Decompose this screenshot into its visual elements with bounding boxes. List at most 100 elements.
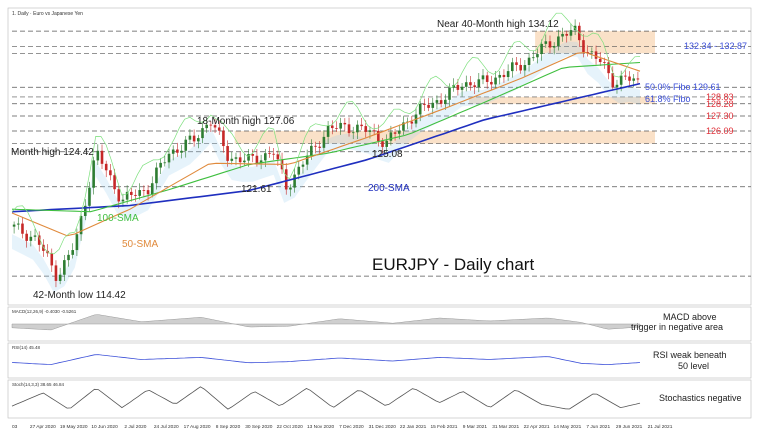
candle-body-65 [284,169,288,190]
candle-body-48 [213,125,217,128]
candle-body-106 [456,84,460,90]
candle-body-62 [272,153,275,155]
x-tick-9: 22 Oct 2020 [277,424,303,430]
candle-body-37 [167,153,171,163]
candle-body-10 [54,265,58,281]
candle-body-78 [339,122,342,129]
stoch-params: Stoch(14,3,3) 38.65 46.84 [12,382,65,387]
macd-histogram [11,314,641,331]
candle-body-91 [393,132,397,134]
candle-body-133 [569,30,573,36]
x-tick-6: 17 Aug 2020 [184,424,211,430]
low-42m-label: 42-Month low 114.42 [33,290,126,301]
candle-body-61 [268,153,271,154]
candle-body-74 [322,136,326,148]
candle-body-136 [582,40,585,52]
candle-body-114 [490,81,493,85]
candle-body-103 [444,99,447,104]
macd-params: MACD(12,26,9) -0.4030 -0.5261 [12,309,77,314]
candle-body-89 [385,140,389,147]
candle-body-77 [335,128,338,129]
candle-body-143 [611,73,615,88]
x-tick-2: 19 May 2020 [60,424,88,430]
candle-body-46 [205,124,208,129]
100-sma-line [11,61,641,213]
candle-body-81 [351,132,355,134]
macd-note: MACD above trigger in negative area [631,312,723,332]
candle-body-140 [598,58,602,63]
candle-body-121 [519,64,522,71]
candle-body-13 [67,254,70,261]
candle-body-70 [305,155,309,165]
candle-body-29 [134,194,137,196]
ichimoku-cloud [12,41,640,293]
candle-body-111 [477,79,481,88]
candle-body-56 [247,154,250,161]
candle-body-3 [25,233,28,241]
candle-body-93 [402,122,405,131]
x-tick-8: 30 Sep 2020 [245,424,273,430]
x-tick-0: 03 [12,424,18,430]
candle-body-84 [364,126,368,132]
candle-body-63 [276,154,280,160]
candle-body-30 [138,190,141,196]
candle-body-144 [615,84,619,88]
level-label-0: 128.83 [706,92,734,102]
candle-body-68 [297,166,301,175]
candle-body-104 [448,87,451,100]
candle-body-9 [50,253,54,266]
candle-body-90 [389,132,393,141]
candle-body-138 [590,51,594,53]
candle-body-128 [548,41,552,48]
macd-note-line2: trigger in negative area [631,322,723,332]
candle-body-116 [498,74,502,78]
x-tick-1: 27 Apr 2020 [30,424,56,430]
candle-body-28 [130,191,133,195]
symbol-line: 1. Daily · Euro vs Japanese Yen [12,11,83,17]
x-tick-19: 7 Jun 2021 [586,424,610,430]
candle-body-49 [217,127,221,131]
resistance-zones [234,31,655,144]
candle-body-125 [536,54,539,58]
candle-body-15 [75,234,79,251]
candle-body-100 [431,102,435,108]
candle-body-149 [636,78,640,80]
candle-body-122 [523,65,527,71]
candle-body-80 [347,124,351,134]
candle-body-137 [586,51,589,53]
candle-body-19 [92,160,95,188]
candle-body-142 [607,62,610,74]
candle-body-118 [506,71,510,78]
candle-body-71 [310,145,313,156]
candle-body-44 [197,138,200,142]
candle-body-73 [318,146,322,148]
candle-body-67 [293,174,296,188]
candle-body-69 [301,164,305,167]
candle-body-34 [155,167,158,184]
candle-body-86 [372,130,376,132]
candle-body-113 [485,75,489,82]
level-label-2: 127.30 [706,111,734,121]
candle-body-57 [251,154,255,156]
candle-body-39 [176,149,179,153]
rsi-note: RSI weak beneath 50 level [653,350,729,371]
cloud-band [12,41,640,293]
candle-body-123 [527,57,531,66]
candle-body-31 [142,190,146,191]
candle-body-145 [619,75,623,85]
x-tick-20: 29 Jun 2021 [616,424,643,430]
candle-body-54 [238,157,242,163]
candle-body-14 [71,250,75,255]
candle-body-51 [226,146,229,161]
candle-body-85 [368,130,372,132]
fibo618-label: 61.8% Fibo [645,94,691,104]
candle-body-50 [222,130,225,147]
candlesticks [12,19,640,288]
50-sma-line [11,51,641,237]
sma200-label: 200-SMA [368,183,410,194]
candle-body-139 [594,51,598,59]
x-tick-5: 24 Jul 2020 [154,424,179,430]
candle-body-130 [557,36,560,46]
level-label-3: 126.09 [706,126,734,136]
